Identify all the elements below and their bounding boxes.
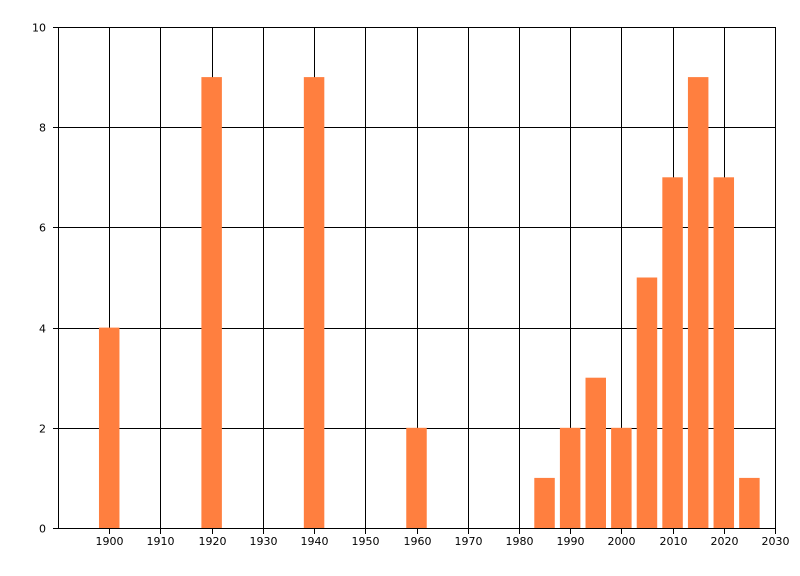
bar — [611, 427, 632, 528]
bar — [98, 327, 120, 528]
bar — [406, 427, 427, 528]
bars — [98, 77, 760, 529]
bar — [534, 477, 555, 528]
x-tick-label: 1920 — [199, 535, 227, 548]
bar — [739, 477, 760, 528]
x-tick-label: 1930 — [250, 535, 278, 548]
x-tick-label: 1980 — [506, 535, 534, 548]
y-tick-label: 4 — [39, 323, 46, 336]
bar — [687, 77, 709, 528]
x-tick-label: 2020 — [711, 535, 739, 548]
bar — [201, 77, 222, 528]
x-tick-label: 1970 — [455, 535, 483, 548]
x-tick-label: 1950 — [352, 535, 380, 548]
bar — [636, 277, 658, 528]
bar — [713, 177, 735, 529]
x-tick-label: 1960 — [404, 535, 432, 548]
x-tick-label: 2010 — [660, 535, 688, 548]
bar — [303, 77, 325, 528]
y-tick-label: 10 — [32, 22, 46, 35]
x-tick-label: 1940 — [301, 535, 329, 548]
x-tick-label: 2030 — [762, 535, 790, 548]
axes — [53, 27, 776, 534]
y-tick-label: 2 — [39, 423, 46, 436]
y-tick-label: 8 — [39, 122, 46, 135]
tick-labels: 0 2 4 6 8 10 1900 1910 1920 1930 1940 1950 1960 1970 1… — [32, 22, 790, 549]
x-tick-label: 2000 — [608, 535, 636, 548]
bar — [585, 377, 606, 528]
y-tick-label: 0 — [39, 523, 46, 536]
bar — [559, 427, 581, 528]
y-tick-label: 6 — [39, 222, 46, 235]
bar — [662, 177, 683, 529]
x-tick-label: 1900 — [96, 535, 124, 548]
x-tick-label: 1990 — [557, 535, 585, 548]
x-tick-label: 1910 — [147, 535, 175, 548]
